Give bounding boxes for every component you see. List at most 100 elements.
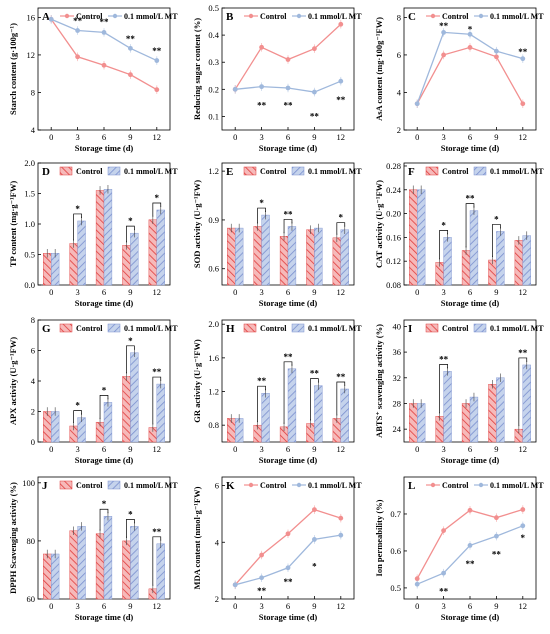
significance-label: * <box>75 204 80 214</box>
x-tick-label: 6 <box>286 444 290 454</box>
x-tick-label: 3 <box>441 132 445 142</box>
data-point-control <box>312 46 317 52</box>
bar-control <box>122 376 131 443</box>
legend-control-label: Control <box>260 324 287 333</box>
bar-mt <box>261 214 270 286</box>
x-tick-label: 12 <box>153 132 162 142</box>
bar-mt <box>496 377 505 443</box>
y-tick-label: 4 <box>397 87 402 97</box>
y-axis-label: MDA content (nmol·g⁻¹FW) <box>192 486 202 589</box>
x-tick-label: 12 <box>337 601 346 611</box>
x-tick-label: 12 <box>519 132 528 142</box>
y-tick-label: 0.3 <box>208 57 219 67</box>
x-tick-label: 6 <box>468 287 472 297</box>
bar-mt <box>314 385 323 443</box>
significance-bracket <box>99 508 109 531</box>
x-tick-label: 12 <box>153 601 162 611</box>
significance-label: ** <box>152 527 162 537</box>
significance-bracket <box>152 376 162 425</box>
panel-letter: F <box>408 166 415 178</box>
bar-mt <box>130 352 139 443</box>
y-tick-label: 1.2 <box>208 387 219 397</box>
series-line-control <box>416 46 524 105</box>
significance-label: ** <box>284 577 294 587</box>
x-tick-label: 6 <box>102 132 106 142</box>
legend-mt-label: 0.1 mmol/L MT <box>490 324 544 333</box>
bar-mt <box>522 364 531 443</box>
data-point-control <box>467 507 473 513</box>
series-line-mt <box>416 31 523 104</box>
significance-label: ** <box>126 34 136 44</box>
significance-bracket <box>99 395 109 420</box>
significance-bracket <box>283 361 293 424</box>
bar-control <box>488 384 497 443</box>
significance-bracket <box>73 213 82 241</box>
legend-control-marker <box>248 13 254 19</box>
significance-bracket <box>152 202 162 217</box>
data-point-control <box>259 44 264 50</box>
data-point-mt <box>312 89 317 95</box>
x-tick-label: 0 <box>415 132 419 142</box>
y-tick-label: 2.0 <box>24 158 35 168</box>
data-point-mt <box>259 84 264 90</box>
legend-mt-label: 0.1 mmol/L MT <box>124 12 178 21</box>
legend-mt-label: 0.1 mmol/L MT <box>490 12 544 21</box>
legend-control-swatch <box>59 480 73 490</box>
significance-label: * <box>128 216 133 226</box>
y-tick-label: 0.08 <box>386 280 401 290</box>
legend-mt-marker <box>478 482 484 488</box>
panel-a: 4 8 12 16 0 3 6 9 12 Storage time (d) Starch conte… <box>8 7 178 153</box>
x-tick-label: 0 <box>415 444 419 454</box>
significance-label: * <box>259 198 264 208</box>
y-tick-label: 0.5 <box>390 583 401 593</box>
legend-mt-label: 0.1 mmol/L MT <box>308 12 362 21</box>
bar-control <box>43 553 52 600</box>
x-tick-label: 9 <box>494 132 498 142</box>
panel-c: 2 4 6 8 0 3 6 9 12 Storage time (d) AsA content (m… <box>374 7 544 153</box>
y-tick-label: 80 <box>27 536 36 546</box>
x-tick-label: 9 <box>312 287 316 297</box>
significance-label: ** <box>284 101 294 111</box>
bar-control <box>514 240 524 286</box>
data-point-control <box>520 101 526 107</box>
bar-mt <box>234 227 244 286</box>
y-tick-label: 2.0 <box>208 319 219 329</box>
data-point-control <box>494 515 499 521</box>
series-line-control <box>234 508 341 586</box>
y-tick-label: 100 <box>22 478 35 488</box>
legend-mt-swatch <box>107 166 121 176</box>
significance-bracket <box>126 345 135 374</box>
x-tick-label: 0 <box>49 132 53 142</box>
data-point-mt <box>259 575 264 581</box>
significance-label: * <box>468 25 473 35</box>
data-point-control <box>338 515 344 521</box>
legend-control-swatch <box>59 323 73 333</box>
legend-control-label: Control <box>442 481 469 490</box>
y-tick-label: 0.6 <box>390 546 401 556</box>
y-axis-label: AsA content (mg·100g⁻¹FW) <box>374 17 384 121</box>
bar-mt <box>103 516 113 600</box>
bar-mt <box>103 402 113 443</box>
y-tick-label: 0.8 <box>208 420 219 430</box>
y-tick-label: 1.0 <box>24 219 35 229</box>
panel-h: 0.8 1.2 1.6 2.0 0 3 6 9 12 Storage time (d) GR act… <box>192 319 362 465</box>
data-point-mt <box>467 31 473 37</box>
legend-control-marker <box>430 482 436 488</box>
bar-mt <box>261 393 270 443</box>
x-tick-label: 12 <box>153 444 162 454</box>
significance-label: ** <box>152 46 162 56</box>
y-tick-label: 0.16 <box>386 232 401 242</box>
y-tick-label: 0.20 <box>386 209 401 219</box>
legend-control-label: Control <box>442 324 469 333</box>
significance-label: * <box>102 385 107 395</box>
legend-mt-label: 0.1 mmol/L MT <box>124 324 178 333</box>
x-axis-label: Storage time (d) <box>441 612 500 622</box>
data-point-mt <box>232 86 238 92</box>
x-tick-label: 3 <box>441 601 445 611</box>
data-point-mt <box>441 570 446 576</box>
data-point-control <box>467 45 473 50</box>
y-tick-label: 0.0 <box>24 280 35 290</box>
x-tick-label: 6 <box>286 287 290 297</box>
y-axis-label: DPPH Scavenging activity (%) <box>8 482 18 594</box>
